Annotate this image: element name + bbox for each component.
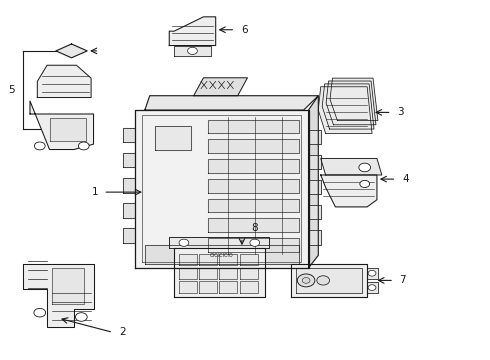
Text: 8: 8: [251, 224, 258, 233]
Polygon shape: [179, 254, 197, 265]
Polygon shape: [123, 228, 135, 243]
Circle shape: [75, 313, 87, 321]
Polygon shape: [199, 281, 218, 293]
Polygon shape: [208, 219, 299, 232]
Polygon shape: [208, 238, 299, 252]
Polygon shape: [309, 180, 321, 194]
Polygon shape: [199, 254, 218, 265]
Polygon shape: [208, 159, 299, 173]
Circle shape: [34, 309, 46, 317]
Polygon shape: [309, 230, 321, 244]
Polygon shape: [220, 254, 238, 265]
Polygon shape: [123, 178, 135, 193]
Circle shape: [368, 285, 376, 291]
Polygon shape: [145, 244, 299, 264]
Text: 7: 7: [399, 275, 406, 285]
Polygon shape: [367, 282, 378, 293]
Polygon shape: [322, 84, 374, 129]
Circle shape: [360, 180, 369, 188]
Polygon shape: [220, 281, 238, 293]
Polygon shape: [321, 158, 382, 175]
Polygon shape: [194, 78, 247, 96]
Polygon shape: [309, 130, 321, 144]
Circle shape: [188, 47, 197, 54]
Circle shape: [302, 278, 310, 283]
Circle shape: [317, 276, 330, 285]
Polygon shape: [240, 281, 258, 293]
Polygon shape: [174, 248, 265, 297]
Polygon shape: [56, 44, 87, 58]
Polygon shape: [208, 179, 299, 193]
Polygon shape: [321, 175, 377, 207]
Text: OICICICIO: OICICICIO: [210, 253, 234, 258]
Polygon shape: [145, 96, 318, 110]
Polygon shape: [179, 267, 197, 279]
Polygon shape: [135, 110, 309, 268]
Polygon shape: [23, 264, 94, 327]
Text: 4: 4: [402, 174, 409, 184]
Polygon shape: [309, 205, 321, 220]
Text: 5: 5: [8, 85, 14, 95]
Polygon shape: [326, 81, 376, 125]
Text: 2: 2: [119, 327, 125, 337]
Polygon shape: [309, 155, 321, 169]
Polygon shape: [296, 268, 362, 293]
Circle shape: [78, 142, 89, 150]
Text: 1: 1: [92, 187, 98, 197]
Polygon shape: [367, 268, 378, 279]
Text: 6: 6: [241, 25, 248, 35]
Polygon shape: [292, 264, 367, 297]
Polygon shape: [330, 78, 378, 121]
Polygon shape: [169, 237, 270, 248]
Polygon shape: [318, 87, 372, 134]
Circle shape: [179, 239, 189, 246]
Circle shape: [297, 274, 315, 287]
Polygon shape: [220, 267, 238, 279]
Polygon shape: [169, 17, 216, 45]
Polygon shape: [49, 118, 86, 140]
Polygon shape: [240, 254, 258, 265]
Polygon shape: [208, 120, 299, 134]
Polygon shape: [179, 281, 197, 293]
Polygon shape: [208, 139, 299, 153]
Polygon shape: [309, 96, 318, 268]
Polygon shape: [208, 199, 299, 212]
Polygon shape: [123, 153, 135, 167]
Polygon shape: [123, 128, 135, 142]
Text: 3: 3: [397, 107, 404, 117]
Polygon shape: [155, 126, 191, 149]
Circle shape: [250, 239, 260, 246]
Polygon shape: [174, 45, 211, 56]
Circle shape: [34, 142, 45, 150]
Polygon shape: [199, 267, 218, 279]
Circle shape: [368, 270, 376, 276]
Polygon shape: [52, 268, 84, 304]
Circle shape: [359, 163, 370, 172]
Polygon shape: [37, 65, 91, 98]
Polygon shape: [30, 101, 94, 149]
Polygon shape: [240, 267, 258, 279]
Polygon shape: [123, 203, 135, 218]
